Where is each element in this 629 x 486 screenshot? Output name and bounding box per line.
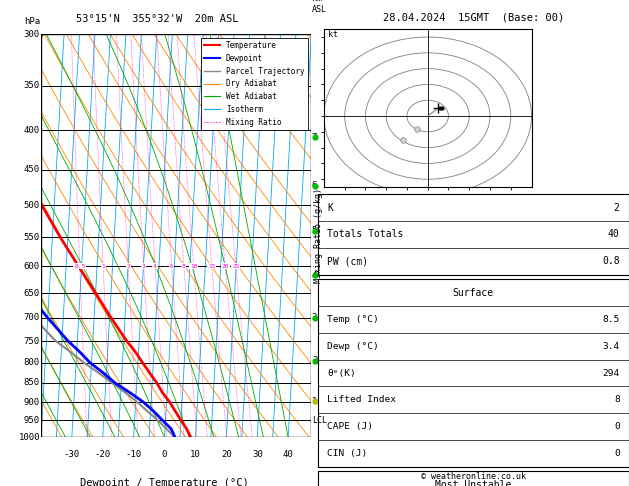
Text: CAPE (J): CAPE (J) [327,422,373,431]
Text: CIN (J): CIN (J) [327,449,367,458]
Text: 5: 5 [312,226,317,235]
Text: Totals Totals: Totals Totals [327,229,403,240]
Text: Temp (°C): Temp (°C) [327,315,379,324]
Text: 20: 20 [221,264,229,269]
Text: Mixing Ratio (g/kg): Mixing Ratio (g/kg) [314,188,323,283]
Text: 1: 1 [312,397,317,406]
Text: 1000: 1000 [18,433,40,442]
Text: 294: 294 [603,368,620,378]
Text: 20: 20 [221,450,231,458]
Text: 500: 500 [24,201,40,209]
Text: 2: 2 [126,264,130,269]
Text: 0: 0 [614,449,620,458]
Text: hPa: hPa [24,17,40,26]
Text: 6: 6 [170,264,174,269]
Text: 350: 350 [24,81,40,90]
Text: 40: 40 [283,450,294,458]
Text: 800: 800 [24,358,40,367]
Text: 8: 8 [182,264,186,269]
Text: K: K [327,203,333,213]
Text: 8.5: 8.5 [603,315,620,324]
Text: 3: 3 [142,264,145,269]
Text: 450: 450 [24,165,40,174]
Text: 8: 8 [614,395,620,404]
Text: 0.8: 0.8 [602,256,620,266]
Text: 850: 850 [24,379,40,387]
Text: 2: 2 [312,356,317,365]
Text: 0.5: 0.5 [74,264,86,269]
Text: 2: 2 [614,203,620,213]
Text: 1: 1 [101,264,105,269]
Text: Lifted Index: Lifted Index [327,395,396,404]
Text: 3.4: 3.4 [603,342,620,351]
Text: 30: 30 [252,450,263,458]
Text: 4: 4 [153,264,157,269]
Text: Surface: Surface [453,288,494,298]
Text: 28.04.2024  15GMT  (Base: 00): 28.04.2024 15GMT (Base: 00) [382,12,564,22]
Text: 400: 400 [24,126,40,135]
Text: 25: 25 [232,264,240,269]
Text: LCL: LCL [312,416,327,425]
Text: 300: 300 [24,30,40,38]
Text: © weatheronline.co.uk: © weatheronline.co.uk [421,472,526,481]
Text: Dewpoint / Temperature (°C): Dewpoint / Temperature (°C) [80,478,249,486]
Text: 600: 600 [24,262,40,271]
Text: 53°15'N  355°32'W  20m ASL: 53°15'N 355°32'W 20m ASL [76,14,238,24]
Text: 7: 7 [312,133,317,141]
Text: 950: 950 [24,416,40,425]
Text: 0: 0 [614,422,620,431]
Text: 0: 0 [162,450,167,458]
Text: 900: 900 [24,398,40,407]
Text: 700: 700 [24,313,40,322]
Text: 750: 750 [24,336,40,346]
Text: 6: 6 [312,181,317,191]
Text: 550: 550 [24,233,40,242]
Text: kt: kt [328,30,338,39]
Text: θᵉ(K): θᵉ(K) [327,368,356,378]
Text: 10: 10 [190,450,201,458]
Text: 15: 15 [208,264,216,269]
Text: -30: -30 [64,450,80,458]
Text: km
ASL: km ASL [312,0,327,14]
Text: 3: 3 [312,313,317,322]
Text: -10: -10 [126,450,142,458]
Legend: Temperature, Dewpoint, Parcel Trajectory, Dry Adiabat, Wet Adiabat, Isotherm, Mi: Temperature, Dewpoint, Parcel Trajectory… [201,38,308,130]
Text: PW (cm): PW (cm) [327,256,368,266]
Text: -20: -20 [94,450,111,458]
Text: Most Unstable: Most Unstable [435,480,511,486]
Text: 650: 650 [24,289,40,297]
Text: 10: 10 [190,264,198,269]
Text: Dewp (°C): Dewp (°C) [327,342,379,351]
Text: 4: 4 [312,271,317,279]
Text: 40: 40 [608,229,620,240]
